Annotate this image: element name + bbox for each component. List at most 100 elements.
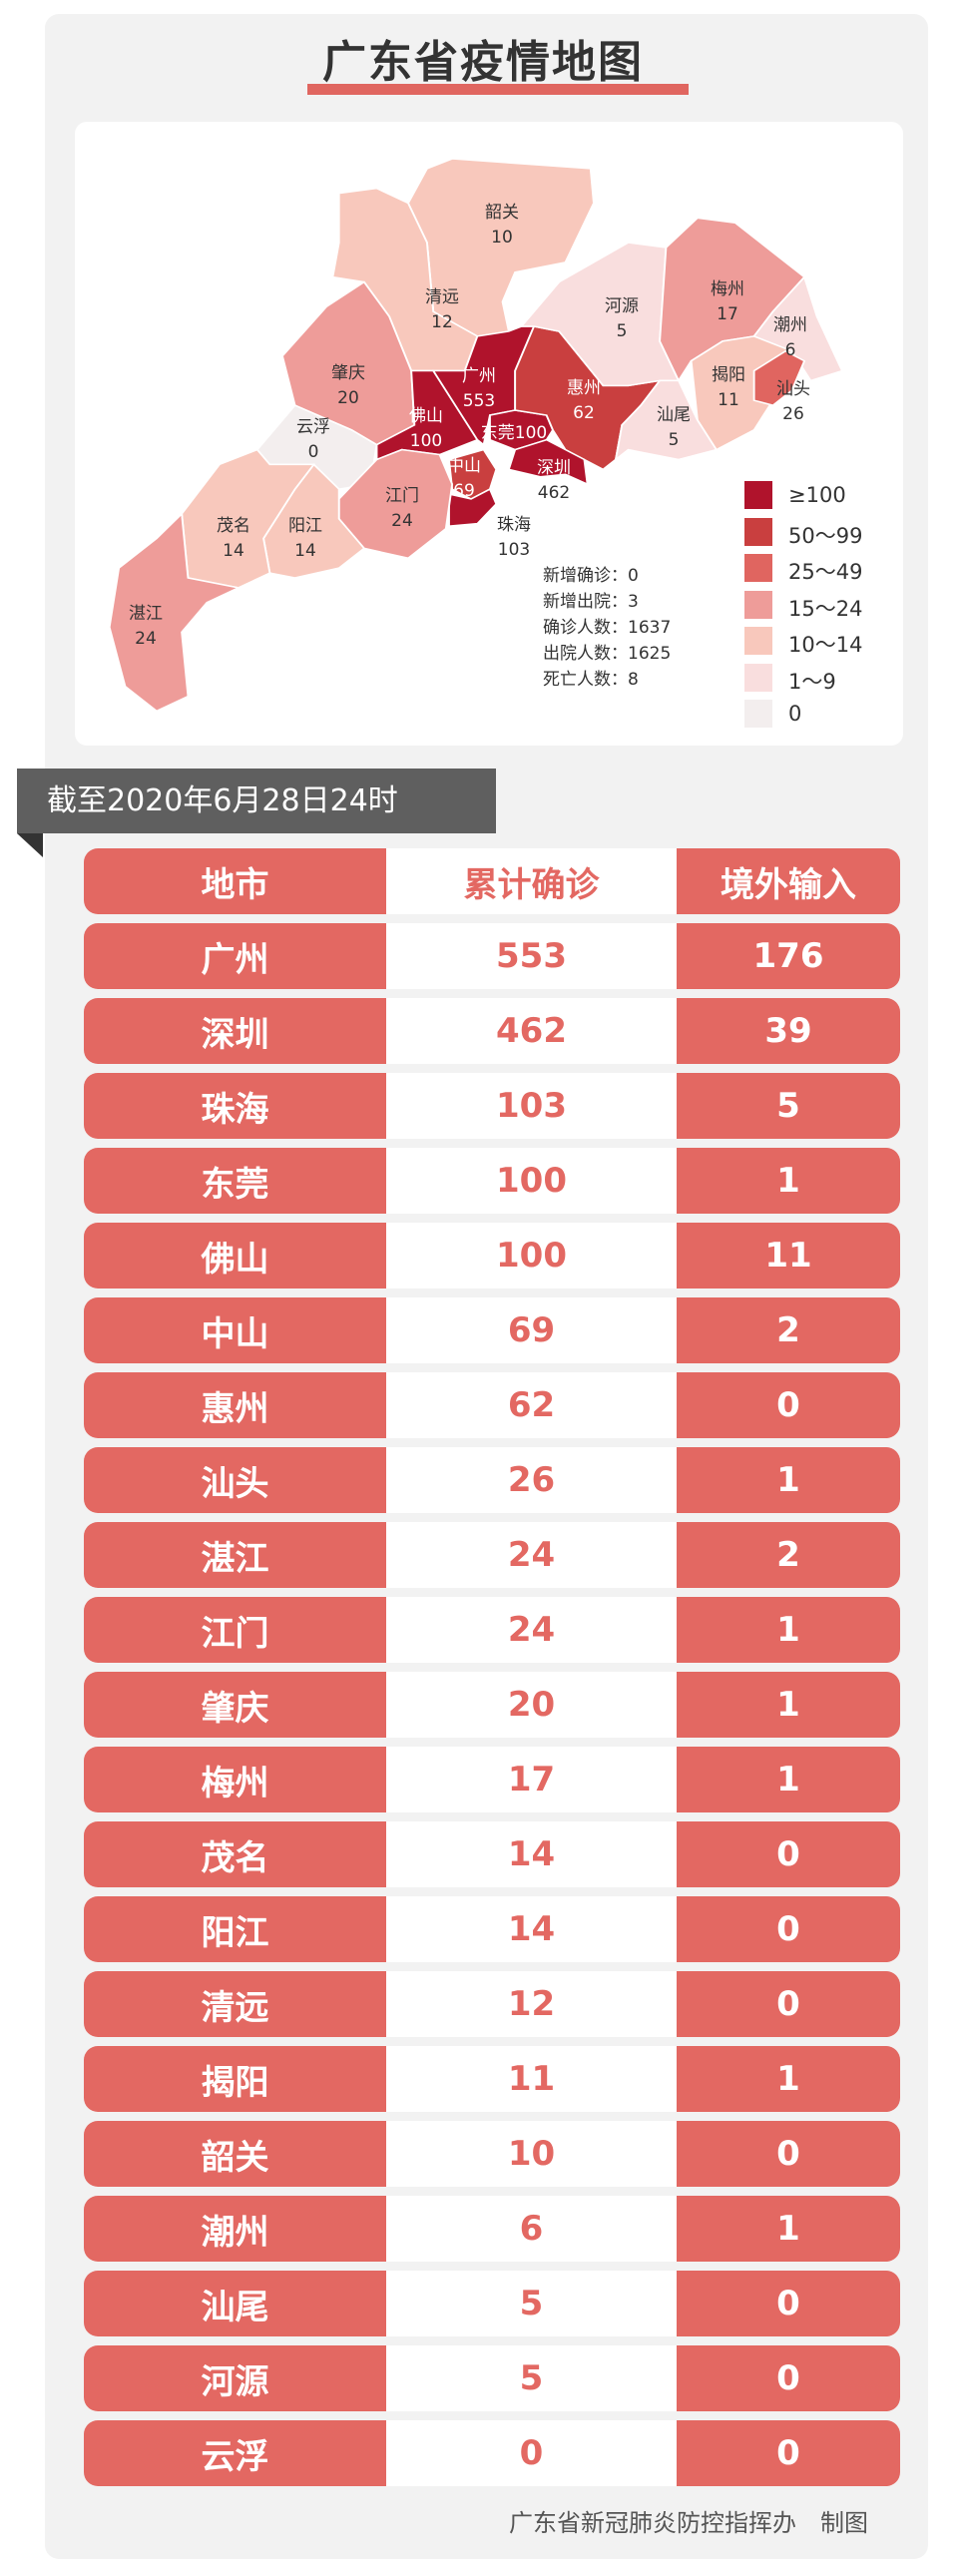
map-region-label: 潮州 6 bbox=[773, 313, 807, 363]
region-name: 肇庆 bbox=[331, 363, 365, 383]
stat-new-discharged: 新增出院：3 bbox=[543, 592, 639, 612]
confirmed-cell: 24 bbox=[386, 1522, 677, 1588]
legend-swatch bbox=[744, 663, 772, 692]
table-row: 佛山 100 11 bbox=[84, 1223, 900, 1288]
confirmed-cell: 6 bbox=[386, 2196, 677, 2262]
city-cell: 惠州 bbox=[84, 1372, 386, 1438]
region-name: 河源 bbox=[605, 296, 639, 316]
region-name: 惠州 bbox=[567, 378, 601, 398]
legend-swatch bbox=[744, 590, 772, 619]
imported-cell: 0 bbox=[677, 2271, 900, 2336]
table-row: 汕头 26 1 bbox=[84, 1447, 900, 1513]
region-name: 佛山 bbox=[409, 406, 443, 426]
city-cell: 河源 bbox=[84, 2345, 386, 2411]
table-row: 深圳 462 39 bbox=[84, 998, 900, 1064]
imported-cell: 1 bbox=[677, 2046, 900, 2112]
city-cell: 广州 bbox=[84, 923, 386, 989]
region-value: 24 bbox=[135, 629, 157, 649]
region-name: 梅州 bbox=[711, 279, 744, 299]
legend-label: 25～49 bbox=[788, 560, 863, 584]
region-value: 14 bbox=[294, 541, 316, 561]
legend-label: ≥100 bbox=[788, 483, 846, 507]
map-region bbox=[519, 242, 681, 387]
region-name: 珠海 bbox=[497, 515, 531, 535]
legend-label: 1～9 bbox=[788, 669, 836, 694]
map-region bbox=[752, 349, 806, 406]
imported-cell: 0 bbox=[677, 2121, 900, 2187]
city-cell: 佛山 bbox=[84, 1223, 386, 1288]
page-title: 广东省疫情地图 bbox=[322, 37, 644, 88]
region-value: 5 bbox=[668, 430, 680, 450]
map-region-label: 河源 5 bbox=[605, 294, 639, 344]
region-name: 云浮 bbox=[296, 417, 330, 437]
confirmed-cell: 累计确诊 bbox=[386, 848, 677, 914]
map-region bbox=[448, 487, 498, 527]
city-cell: 揭阳 bbox=[84, 2046, 386, 2112]
banner-fold bbox=[17, 833, 43, 857]
legend-label: 15～24 bbox=[788, 596, 863, 621]
region-value: 62 bbox=[573, 403, 595, 423]
guangdong-map bbox=[108, 158, 844, 713]
city-cell: 深圳 bbox=[84, 998, 386, 1064]
table-row: 清远 12 0 bbox=[84, 1971, 900, 2037]
table-row: 汕尾 5 0 bbox=[84, 2271, 900, 2336]
stat-confirmed: 确诊人数：1637 bbox=[543, 618, 672, 638]
map-region-label: 江门 24 bbox=[385, 484, 419, 534]
imported-cell: 2 bbox=[677, 1297, 900, 1363]
table-row: 潮州 6 1 bbox=[84, 2196, 900, 2262]
city-cell: 阳江 bbox=[84, 1896, 386, 1962]
imported-cell: 0 bbox=[677, 2420, 900, 2486]
confirmed-cell: 26 bbox=[386, 1447, 677, 1513]
imported-cell: 1 bbox=[677, 1447, 900, 1513]
region-name: 深圳 bbox=[537, 458, 571, 478]
legend-swatch bbox=[744, 627, 772, 655]
stat-new-confirmed: 新增确诊：0 bbox=[543, 566, 639, 586]
city-cell: 茂名 bbox=[84, 1821, 386, 1887]
region-value: 24 bbox=[391, 511, 413, 531]
city-cell: 汕尾 bbox=[84, 2271, 386, 2336]
confirmed-cell: 5 bbox=[386, 2345, 677, 2411]
imported-cell: 2 bbox=[677, 1522, 900, 1588]
region-value: 26 bbox=[782, 404, 804, 424]
confirmed-cell: 553 bbox=[386, 923, 677, 989]
region-value: 103 bbox=[497, 540, 531, 560]
region-value: 12 bbox=[431, 312, 453, 332]
table-row: 肇庆 20 1 bbox=[84, 1672, 900, 1738]
imported-cell: 境外输入 bbox=[677, 848, 900, 914]
imported-cell: 5 bbox=[677, 1073, 900, 1139]
region-value: 6 bbox=[784, 340, 796, 360]
footer-credit: 广东省新冠肺炎防控指挥办 制图 bbox=[509, 2509, 868, 2537]
imported-cell: 1 bbox=[677, 2196, 900, 2262]
imported-cell: 176 bbox=[677, 923, 900, 989]
map-region bbox=[507, 438, 589, 486]
imported-cell: 0 bbox=[677, 1372, 900, 1438]
legend-label: 50～99 bbox=[788, 523, 863, 548]
region-value: 11 bbox=[718, 390, 739, 410]
city-cell: 云浮 bbox=[84, 2420, 386, 2486]
confirmed-cell: 103 bbox=[386, 1073, 677, 1139]
region-name: 湛江 bbox=[129, 604, 163, 624]
region-name: 汕头 bbox=[776, 379, 810, 399]
region-name: 阳江 bbox=[288, 516, 322, 536]
region-name: 茂名 bbox=[217, 516, 250, 536]
map-card: 韶关 10 清远 12 肇庆 20 云浮 0 佛山 100 广州 553 东莞100 惠州 62 深圳 462 中… bbox=[75, 122, 903, 746]
city-cell: 汕头 bbox=[84, 1447, 386, 1513]
table-row: 珠海 103 5 bbox=[84, 1073, 900, 1139]
city-cell: 东莞 bbox=[84, 1148, 386, 1214]
city-cell: 中山 bbox=[84, 1297, 386, 1363]
imported-cell: 1 bbox=[677, 1747, 900, 1812]
map-region-label: 韶关 10 bbox=[485, 201, 519, 251]
imported-cell: 0 bbox=[677, 2345, 900, 2411]
confirmed-cell: 10 bbox=[386, 2121, 677, 2187]
map-region-label: 中山 69 bbox=[447, 454, 481, 504]
region-value: 553 bbox=[462, 391, 496, 411]
city-cell: 韶关 bbox=[84, 2121, 386, 2187]
table-row: 云浮 0 0 bbox=[84, 2420, 900, 2486]
legend-label: 0 bbox=[788, 702, 802, 726]
imported-cell: 0 bbox=[677, 1971, 900, 2037]
city-cell: 清远 bbox=[84, 1971, 386, 2037]
confirmed-cell: 5 bbox=[386, 2271, 677, 2336]
region-name: 中山 bbox=[447, 456, 481, 476]
region-value: 69 bbox=[453, 481, 475, 501]
legend-swatch bbox=[744, 700, 772, 728]
